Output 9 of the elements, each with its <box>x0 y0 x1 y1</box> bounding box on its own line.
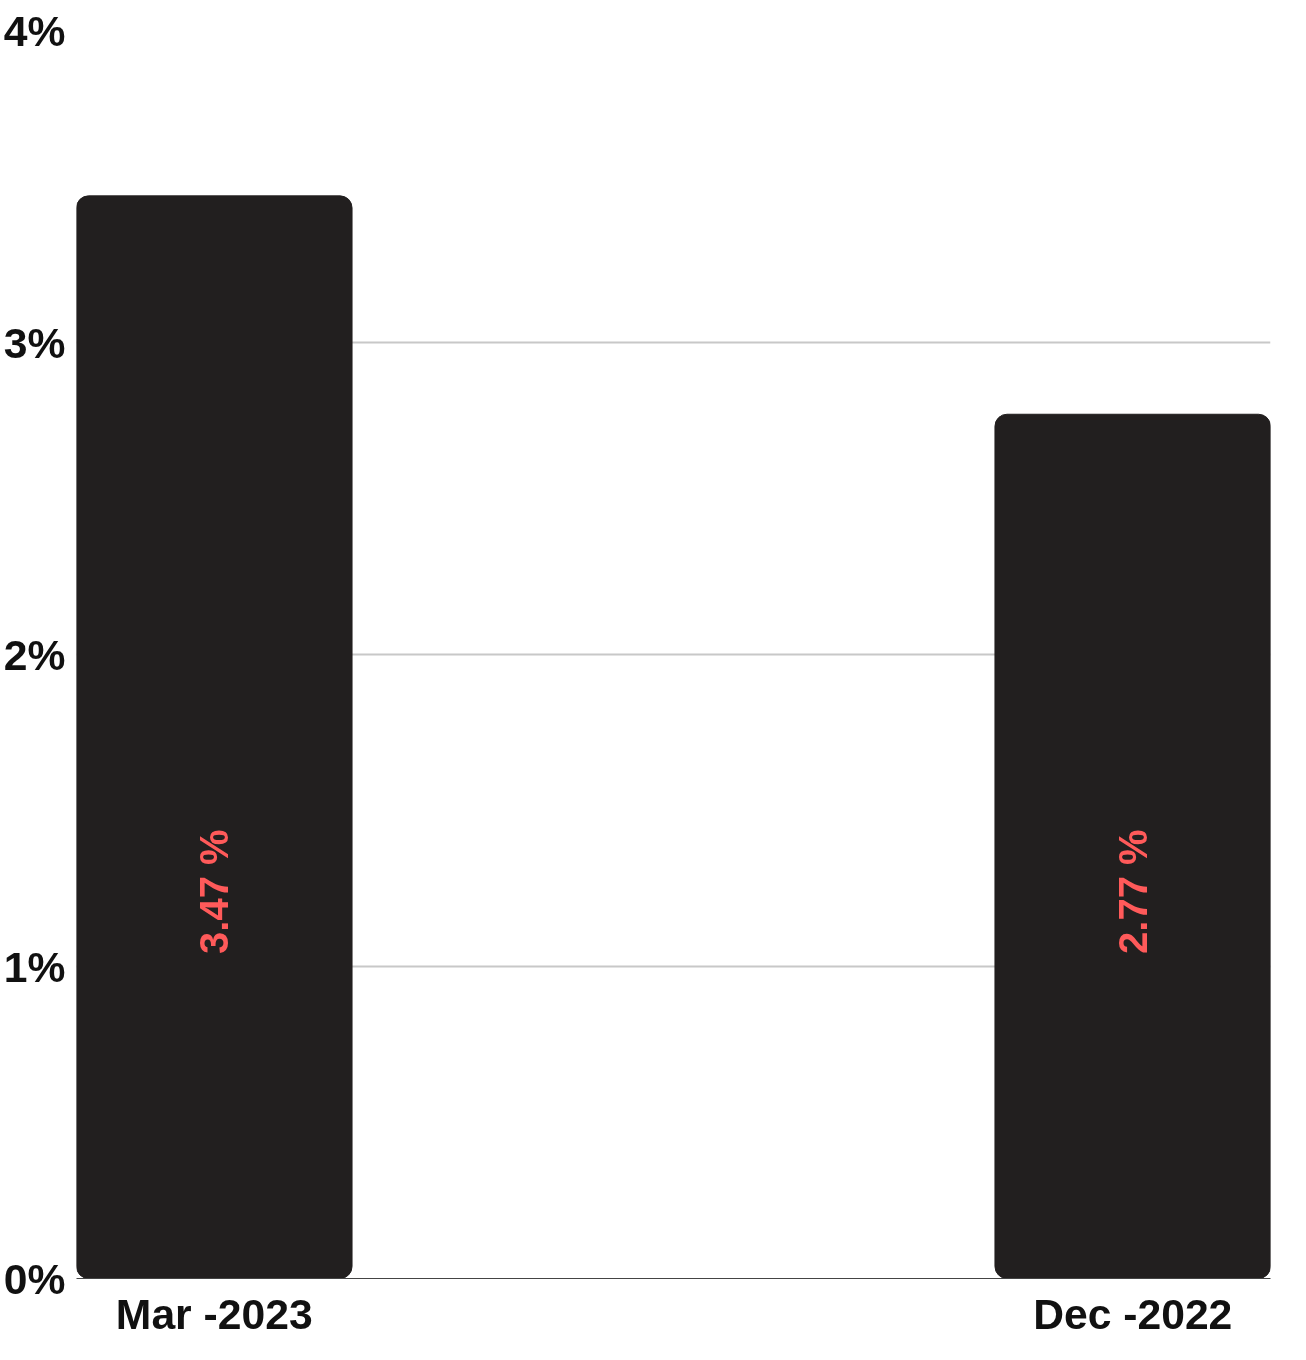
x-tick-label: Dec -2022 <box>1033 1289 1233 1338</box>
y-tick-label: 4% <box>3 6 66 55</box>
data-label: 3.47 % <box>192 829 237 954</box>
y-tick-label: 1% <box>3 942 66 991</box>
y-tick-label: 0% <box>3 1254 66 1303</box>
y-tick-label: 2% <box>3 630 66 679</box>
y-tick-label: 3% <box>3 318 66 367</box>
data-label: 2.77 % <box>1110 829 1155 954</box>
x-tick-label: Mar -2023 <box>115 1289 313 1338</box>
